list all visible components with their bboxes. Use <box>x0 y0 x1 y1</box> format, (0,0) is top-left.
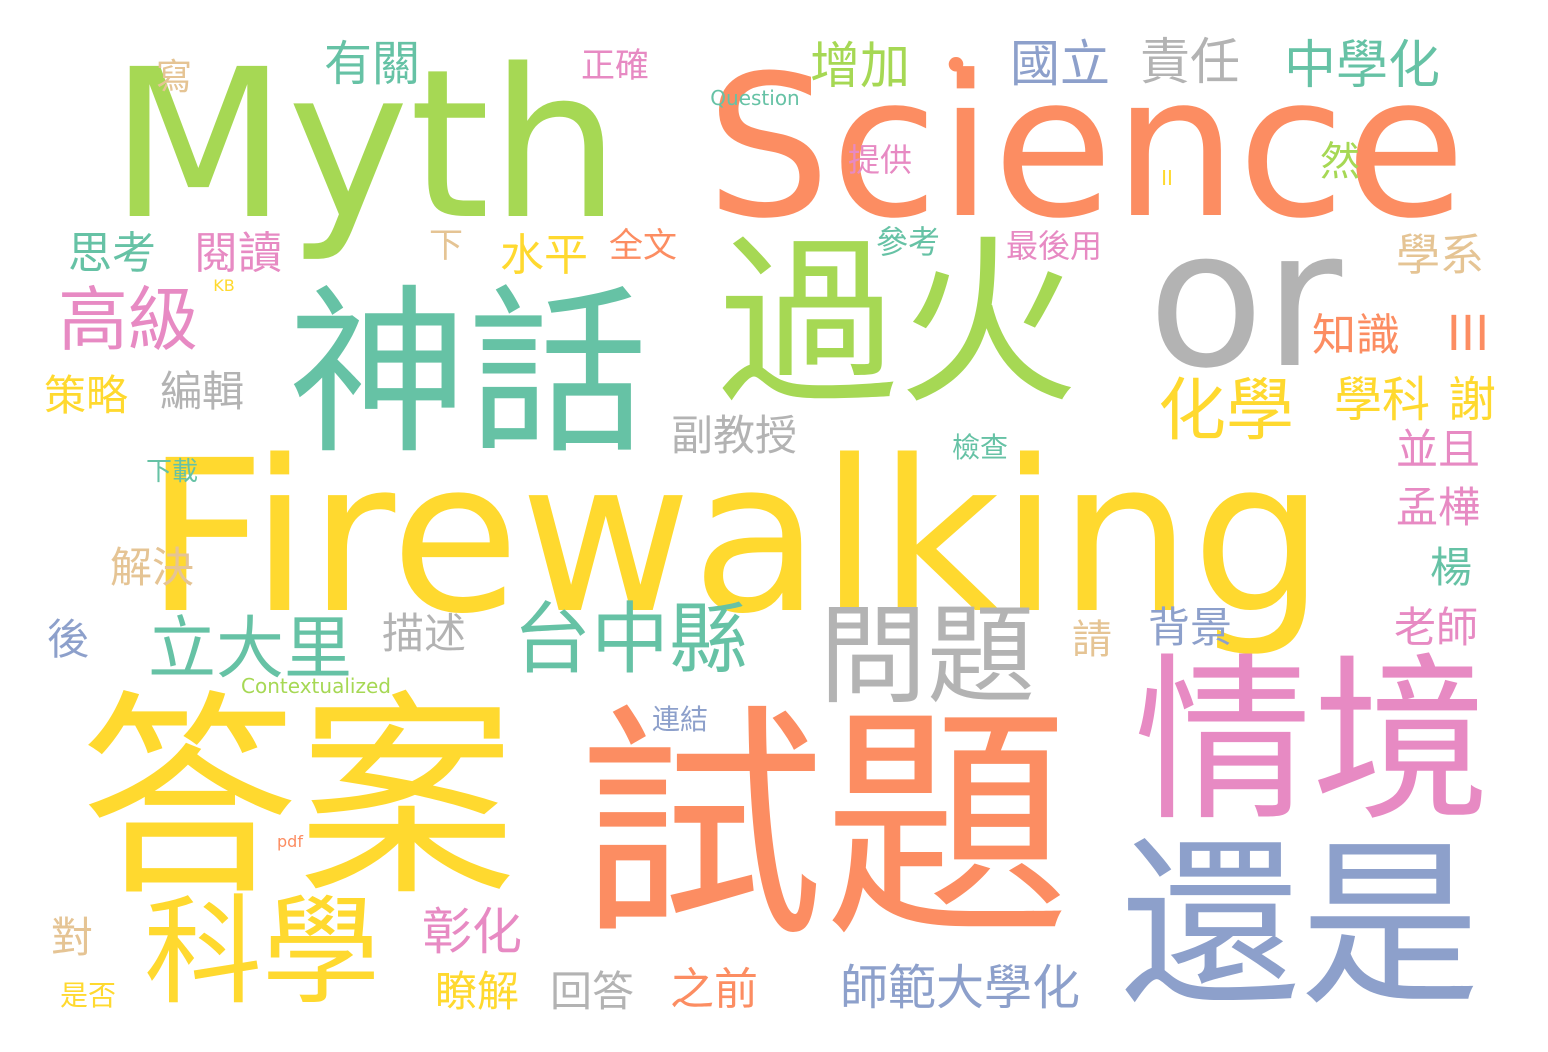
word-last-used: 最後用 <box>1005 227 1103 265</box>
word-myth: Myth <box>109 25 621 265</box>
word-changhua: 彰化 <box>422 903 522 961</box>
word-responsibility: 責任 <box>1140 33 1240 91</box>
word-describe: 描述 <box>381 609 467 658</box>
word-correct: 正確 <box>581 46 649 86</box>
word-xie: 謝 <box>1447 372 1497 428</box>
word-strategy: 策略 <box>43 371 129 420</box>
word-solve: 解決 <box>109 543 195 592</box>
word-associate-professor: 副教授 <box>670 411 798 460</box>
word-exam-question: 試題 <box>577 685 1071 971</box>
word-edit: 編輯 <box>159 367 245 416</box>
word-national: 國立 <box>1010 35 1110 93</box>
word-advanced: 高級 <box>58 279 198 361</box>
word-increase: 增加 <box>810 37 910 95</box>
word-science: Science <box>706 34 1466 262</box>
word-answer-verb: 回答 <box>549 967 635 1016</box>
word-level: 水平 <box>500 230 588 281</box>
word-answer: 答案 <box>80 673 516 926</box>
word-context: 情境 <box>1134 638 1490 845</box>
word-firewalking: Firewalking <box>145 415 1325 660</box>
word-firewalking-zh: 過火 <box>717 220 1079 429</box>
word-please: 請 <box>1072 617 1112 663</box>
word-myth-zh: 神話 <box>287 270 649 479</box>
word-normal-university-chem: 師範大學化 <box>839 960 1081 1016</box>
word-down: 下 <box>429 226 463 266</box>
word-after: 後 <box>46 615 90 664</box>
word-pdf: pdf <box>277 832 303 851</box>
word-yang: 楊 <box>1429 543 1473 592</box>
word-ran: 然 <box>1320 139 1360 185</box>
word-write: 寫 <box>155 57 193 98</box>
word-bullet: • <box>941 37 971 95</box>
word-and: 並且 <box>1395 425 1481 474</box>
word-provide: 提供 <box>847 141 913 179</box>
word-or-zh: 還是 <box>1119 822 1481 1031</box>
word-download: 下載 <box>145 457 199 487</box>
word-related: 有關 <box>323 36 421 92</box>
word-science-zh: 科學 <box>143 883 381 1021</box>
word-read: 閱讀 <box>194 228 282 279</box>
word-teacher: 老師 <box>1393 603 1479 652</box>
word-link: 連結 <box>651 703 709 736</box>
word-kb: KB <box>213 276 235 295</box>
word-background: 背景 <box>1147 603 1233 652</box>
word-whether: 是否 <box>59 979 117 1012</box>
word-reference: 參考 <box>875 223 941 261</box>
word-dali: 立大里 <box>147 610 353 689</box>
word-pair: 對 <box>50 913 94 962</box>
word-middle-school-chem: 中學化 <box>1283 36 1441 96</box>
word-understand: 瞭解 <box>434 967 520 1016</box>
word-or: or <box>1147 189 1343 410</box>
word-contextualized: Contextualized <box>241 674 391 698</box>
word-subject: 學科 <box>1333 372 1431 428</box>
word-check: 檢查 <box>951 431 1009 464</box>
word-think: 思考 <box>68 228 156 279</box>
word-chemistry: 化學 <box>1157 372 1295 451</box>
word-department: 學系 <box>1396 230 1484 281</box>
word-iii: III <box>1446 306 1490 362</box>
word-before: 之前 <box>670 964 758 1015</box>
word-meng-hua: 孟樺 <box>1395 483 1481 532</box>
word-full-text: 全文 <box>609 226 677 266</box>
word-question-en: Question <box>710 86 800 110</box>
word-knowledge: 知識 <box>1312 310 1400 361</box>
word-taichung-county: 台中縣 <box>512 595 748 685</box>
word-problem: 問題 <box>818 594 1036 719</box>
word-ii: II <box>1161 166 1173 190</box>
